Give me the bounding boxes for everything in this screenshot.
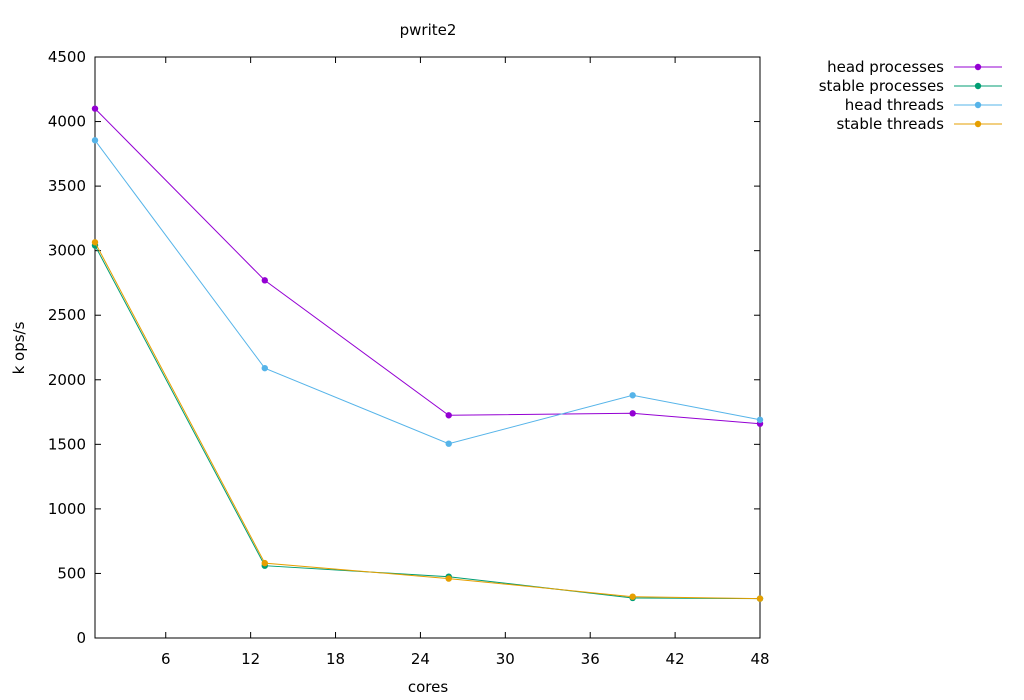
data-point (629, 593, 636, 600)
y-tick-label: 3500 (48, 177, 86, 195)
series-line (94, 108, 761, 425)
y-tick-label: 4000 (48, 113, 86, 131)
y-tick-label: 1500 (48, 435, 86, 453)
y-tick-label: 2000 (48, 371, 86, 389)
series-line (94, 242, 761, 600)
plot-axes: 0 500 1000 1500 2000 2500 3000 3500 4000 4500 6 12 1… (48, 48, 770, 668)
data-point (261, 559, 268, 567)
legend-entry: head processes (827, 58, 1002, 76)
legend-label: head processes (827, 58, 944, 76)
series-line (94, 245, 761, 600)
legend-entry: head threads (845, 96, 1002, 114)
x-tick-label: 6 (161, 650, 171, 668)
data-point (445, 575, 452, 582)
x-tick-label: 12 (241, 650, 260, 668)
x-axis-label: cores (408, 678, 448, 696)
series-stable-processes (91, 242, 764, 602)
data-point (629, 410, 636, 417)
x-tick-label: 30 (496, 650, 515, 668)
data-point (91, 137, 99, 144)
data-point (91, 105, 99, 112)
x-tick-label: 18 (326, 650, 345, 668)
legend-label: stable processes (819, 77, 944, 95)
data-point (445, 440, 452, 447)
legend-swatch-point (974, 101, 982, 109)
data-point (629, 392, 636, 399)
data-point (261, 364, 268, 372)
data-point (756, 416, 764, 424)
data-point (91, 239, 99, 246)
y-tick-label: 2500 (48, 306, 86, 324)
y-axis-label: k ops/s (10, 321, 28, 374)
series-line (94, 140, 761, 445)
y-tick-label: 1000 (48, 500, 86, 518)
data-point (261, 277, 268, 284)
data-point (756, 595, 764, 602)
data-point (445, 412, 452, 419)
legend-label: stable threads (836, 115, 944, 133)
series-stable-threads (91, 239, 764, 602)
y-tick-label: 0 (76, 629, 86, 647)
y-tick-label: 4500 (48, 48, 86, 66)
x-tick-label: 36 (581, 650, 600, 668)
legend-swatch-point (974, 82, 982, 90)
x-tick-label: 48 (750, 650, 769, 668)
legend-label: head threads (845, 96, 944, 114)
y-tick-label: 3000 (48, 242, 86, 260)
series-layer (91, 105, 764, 602)
chart-title: pwrite2 (400, 21, 457, 39)
legend-swatch-point (974, 63, 982, 71)
series-head-threads (91, 137, 764, 447)
plot-frame (94, 56, 761, 639)
legend-entry: stable threads (836, 115, 1002, 133)
x-tick-label: 42 (666, 650, 685, 668)
y-tick-label: 500 (57, 564, 86, 582)
series-head-processes (91, 105, 764, 427)
x-tick-label: 24 (411, 650, 430, 668)
legend-entry: stable processes (819, 77, 1002, 95)
legend-swatch-point (974, 120, 982, 128)
